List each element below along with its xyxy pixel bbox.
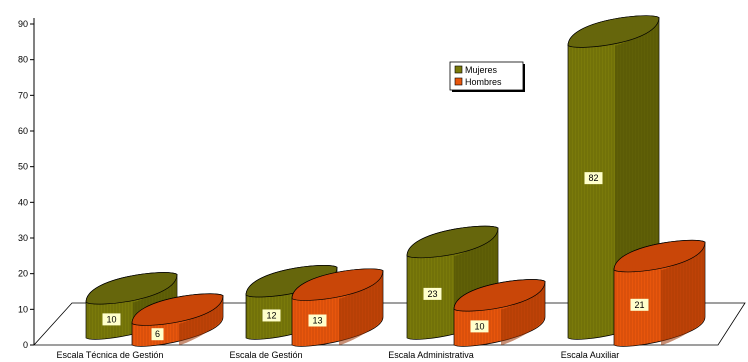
bar-top-cap [406,225,499,259]
x-category-label: Escala Auxiliar [561,350,620,360]
data-label: 10 [106,314,116,324]
data-label-box [584,172,603,185]
data-label: 23 [427,289,437,299]
data-label: 13 [312,315,322,325]
bar-top-cap [245,265,338,298]
data-label-box [630,298,649,311]
data-label-box [470,320,489,333]
y-tick-label: 50 [18,162,28,172]
x-category-label: Escala Técnica de Gestión [57,350,164,360]
y-tick-label: 0 [23,340,28,350]
bar-hombres-0: 6 [131,293,224,347]
bars: 10 6 12 13 23 10 82 21 [85,15,706,347]
y-tick-label: 70 [18,90,28,100]
bar-shade [339,270,383,345]
y-tick-label: 80 [18,55,28,65]
legend-entry: Mujeres [465,65,498,75]
data-label: 21 [634,300,644,310]
legend: Mujeres Hombres [449,61,525,92]
legend-swatch [454,77,463,86]
data-label-box [102,313,121,326]
x-category-label: Escala de Gestión [229,350,302,360]
data-label: 12 [266,310,276,320]
data-label: 10 [474,321,484,331]
bar-top-cap [85,272,178,305]
y-tick-label: 60 [18,126,28,136]
data-label-box [262,309,281,322]
data-label-box [423,287,442,300]
bar-top-cap [453,279,546,312]
y-tick-label: 20 [18,269,28,279]
bar-top-cap [567,15,660,48]
bar-top-cap [613,239,706,273]
data-label: 6 [155,329,160,339]
bar-shade [501,281,545,345]
y-axis: 0 10 20 30 40 50 60 70 80 90 [18,18,35,350]
bar-shade [661,242,705,345]
legend-swatch [454,65,463,74]
bar-hombres-3: 21 [613,239,706,347]
data-label-box [308,314,327,327]
y-tick-label: 30 [18,233,28,243]
legend-entry: Hombres [465,77,502,87]
x-axis-labels: Escala Técnica de Gestión Escala de Gesti… [57,350,620,360]
bar-hombres-1: 13 [291,268,384,347]
bar-hombres-2: 10 [453,279,546,347]
x-category-label: Escala Administrativa [388,350,474,360]
y-tick-label: 90 [18,19,28,29]
y-tick-label: 40 [18,197,28,207]
floor-outline [33,302,746,346]
chart-floor [33,302,746,346]
data-label-box [151,328,164,341]
data-label: 82 [588,173,598,183]
bar-top-cap [131,293,224,326]
bar-top-cap [291,268,384,301]
y-tick-label: 10 [18,304,28,314]
